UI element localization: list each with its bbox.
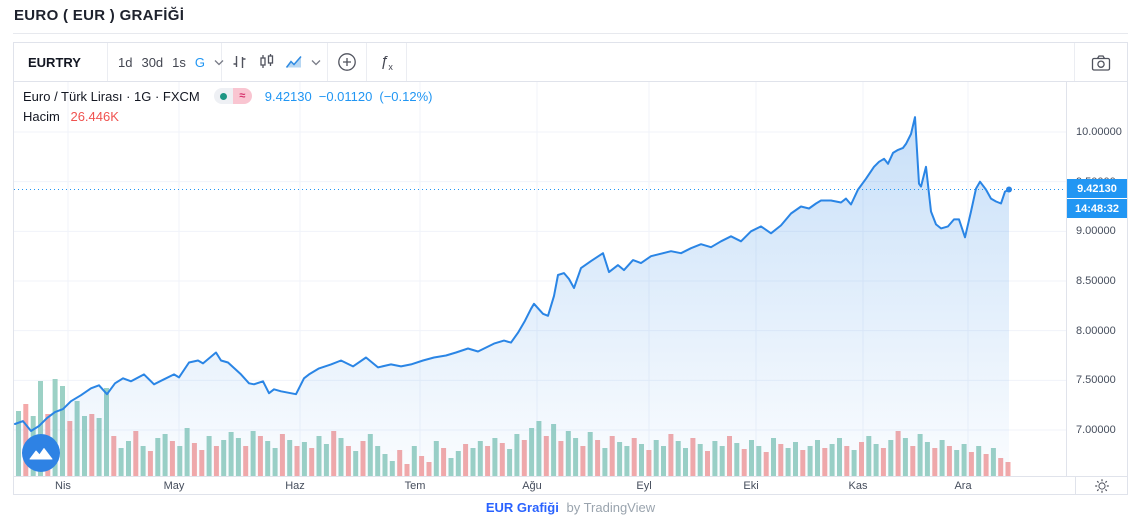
y-axis-label: 8.50000 <box>1076 274 1116 287</box>
tradingview-logo-watermark[interactable] <box>22 434 60 472</box>
style-chevron-down-icon[interactable] <box>311 59 321 66</box>
interval-1s[interactable]: 1s <box>172 54 186 70</box>
legend-change-pct: (−0.12%) <box>379 88 433 104</box>
compare-plus-icon[interactable] <box>328 43 367 81</box>
x-axis-label: Eyl <box>636 480 652 492</box>
volume-label[interactable]: Hacim <box>23 109 60 124</box>
footer-byline: by TradingView <box>566 500 656 515</box>
price-line-series <box>14 116 1010 432</box>
price-axis[interactable]: 10.000009.500009.000008.500008.000007.50… <box>1066 82 1127 476</box>
x-axis-label: Ara <box>954 480 972 492</box>
time-axis[interactable]: Nis May Haz Tem Ağu Eyl Eki Kas Ara <box>14 476 1127 495</box>
x-axis-label: Nis <box>55 480 71 492</box>
symbol-label: EURTRY <box>28 54 81 70</box>
price-chart-canvas[interactable] <box>14 82 1066 476</box>
interval-group: 1d 30d 1s G <box>108 43 224 81</box>
indicators-fx-button[interactable]: ƒx <box>367 43 407 81</box>
x-axis-label: Tem <box>404 480 426 492</box>
legend-price-line: 9.42130 −0.01120 (−0.12%) <box>265 89 433 104</box>
last-point-marker <box>1006 186 1012 193</box>
legend: Euro / Türk Lirası · 1G · FXCM ≈ 9.42130… <box>23 87 433 124</box>
symbol-button[interactable]: EURTRY <box>14 43 108 81</box>
title-divider <box>13 33 1128 34</box>
x-axis-label: Ağu <box>522 480 542 492</box>
footer-chart-link[interactable]: EUR Grafiği <box>485 500 559 515</box>
chart-widget: EURTRY 1d 30d 1s G <box>13 42 1128 495</box>
legend-change: −0.01120 <box>318 88 373 104</box>
page-title: EURO ( EUR ) GRAFİĞİ <box>14 7 185 24</box>
legend-last-price: 9.42130 <box>264 88 312 104</box>
bars-style-icon[interactable] <box>230 52 250 72</box>
settings-button[interactable] <box>1075 477 1127 495</box>
market-status-pill[interactable]: ≈ <box>213 88 252 104</box>
market-open-dot-icon <box>219 92 227 100</box>
countdown-badge: 14:48:32 <box>1067 199 1127 219</box>
interval-1d[interactable]: 1d <box>118 54 133 70</box>
volume-value: 26.446K <box>70 109 119 124</box>
y-axis-label: 9.00000 <box>1076 225 1116 238</box>
fx-icon: ƒx <box>380 52 393 72</box>
snapshot-camera-button[interactable] <box>1074 43 1127 81</box>
candles-style-icon[interactable] <box>257 52 277 72</box>
y-axis-label: 7.00000 <box>1076 423 1116 436</box>
interval-chevron-down-icon[interactable] <box>214 59 224 66</box>
toolbar-spacer <box>407 43 1074 81</box>
x-axis-label: Haz <box>285 480 305 492</box>
area-style-icon-active[interactable] <box>284 52 304 72</box>
mountain-logo-icon <box>29 448 53 460</box>
x-axis-label: May <box>163 480 185 492</box>
y-axis-label: 7.50000 <box>1076 374 1116 387</box>
toolbar: EURTRY 1d 30d 1s G <box>14 43 1127 82</box>
attribution: EUR Grafiği by TradingView <box>13 500 1128 515</box>
interval-G[interactable]: G <box>194 54 206 70</box>
x-axis-label: Eki <box>743 480 759 492</box>
y-axis-label: 8.00000 <box>1076 324 1116 337</box>
chart-plot-area[interactable]: Euro / Türk Lirası · 1G · FXCM ≈ 9.42130… <box>14 82 1066 476</box>
chart-style-group <box>222 43 328 81</box>
x-axis-label: Kas <box>848 480 868 492</box>
gear-icon <box>1094 479 1109 493</box>
interval-30d[interactable]: 30d <box>141 54 164 70</box>
camera-icon <box>1091 54 1111 71</box>
y-axis-label: 10.00000 <box>1076 126 1122 138</box>
approx-icon: ≈ <box>232 88 252 104</box>
last-price-badge: 9.42130 <box>1067 179 1127 199</box>
legend-symbol-title[interactable]: Euro / Türk Lirası · 1G · FXCM <box>23 88 200 104</box>
